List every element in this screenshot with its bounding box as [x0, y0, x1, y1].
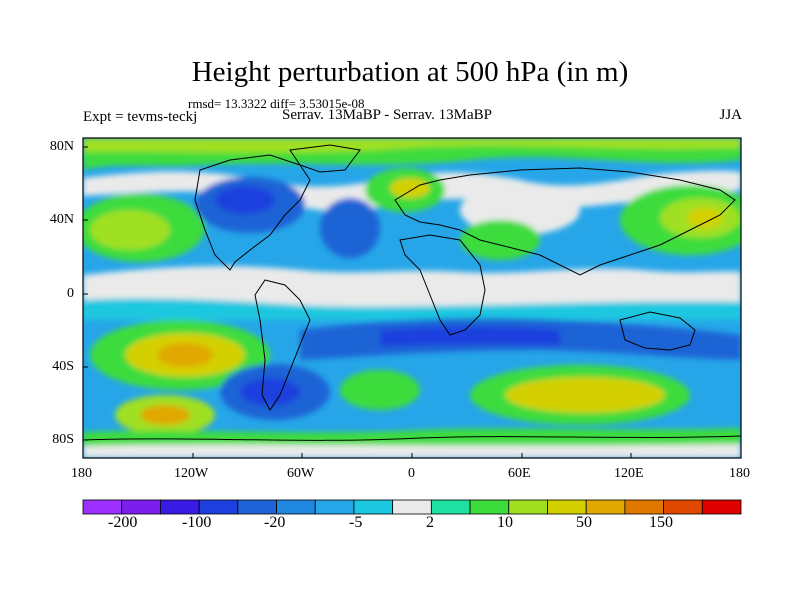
colorbar-label: 2 [426, 514, 434, 531]
colorbar-box [82, 499, 123, 515]
colorbar-label: 50 [576, 514, 592, 531]
lat-tick-label: 80S [52, 432, 74, 447]
colorbar-box [547, 499, 587, 515]
colorbar-box [663, 499, 703, 515]
colorbar-box [353, 499, 394, 515]
lat-tick-label: 40S [52, 359, 74, 374]
comparison-label: Serrav. 13MaBP - Serrav. 13MaBP [282, 107, 492, 123]
colorbar-label: -100 [182, 514, 212, 531]
stats-label: rmsd= 13.3322 diff= 3.53015e-08 [188, 96, 365, 111]
experiment-label: Expt = tevms-teckj [83, 109, 198, 125]
colorbar-box [198, 499, 239, 515]
colorbar-box [121, 499, 161, 515]
coastlines [83, 144, 741, 441]
season-label: JJA [719, 107, 742, 123]
colorbar-box [585, 499, 626, 515]
plot-title: Height perturbation at 500 hPa (in m) [191, 56, 629, 88]
colorbar [82, 499, 742, 515]
lon-tick-label: 0 [408, 466, 415, 481]
height-field [83, 138, 741, 458]
lat-tick-label: 0 [67, 286, 74, 301]
lat-tick-label: 40N [49, 212, 74, 227]
colorbar-box [469, 499, 510, 515]
colorbar-label: -200 [108, 514, 138, 531]
colorbar-box [160, 499, 200, 515]
lon-tick-label: 180 [729, 466, 750, 481]
lat-tick-label: 80N [49, 139, 74, 154]
colorbar-box [624, 499, 664, 515]
colorbar-box [314, 499, 355, 515]
colorbar-box [508, 499, 548, 515]
colorbar-label: 150 [649, 514, 673, 531]
colorbar-label: -20 [264, 514, 286, 531]
colorbar-box [392, 499, 432, 515]
lon-tick-label: 180 [71, 466, 92, 481]
lon-tick-label: 120W [174, 466, 209, 481]
colorbar-box [701, 499, 742, 515]
lon-tick-label: 60E [508, 466, 531, 481]
colorbar-label: -5 [349, 514, 363, 531]
axis-ticks [82, 146, 742, 458]
lon-tick-label: 120E [614, 466, 644, 481]
lon-tick-label: 60W [287, 466, 315, 481]
colorbar-box [276, 499, 316, 515]
colorbar-label: 10 [497, 514, 513, 531]
colorbar-box [237, 499, 277, 515]
colorbar-box [430, 499, 471, 515]
